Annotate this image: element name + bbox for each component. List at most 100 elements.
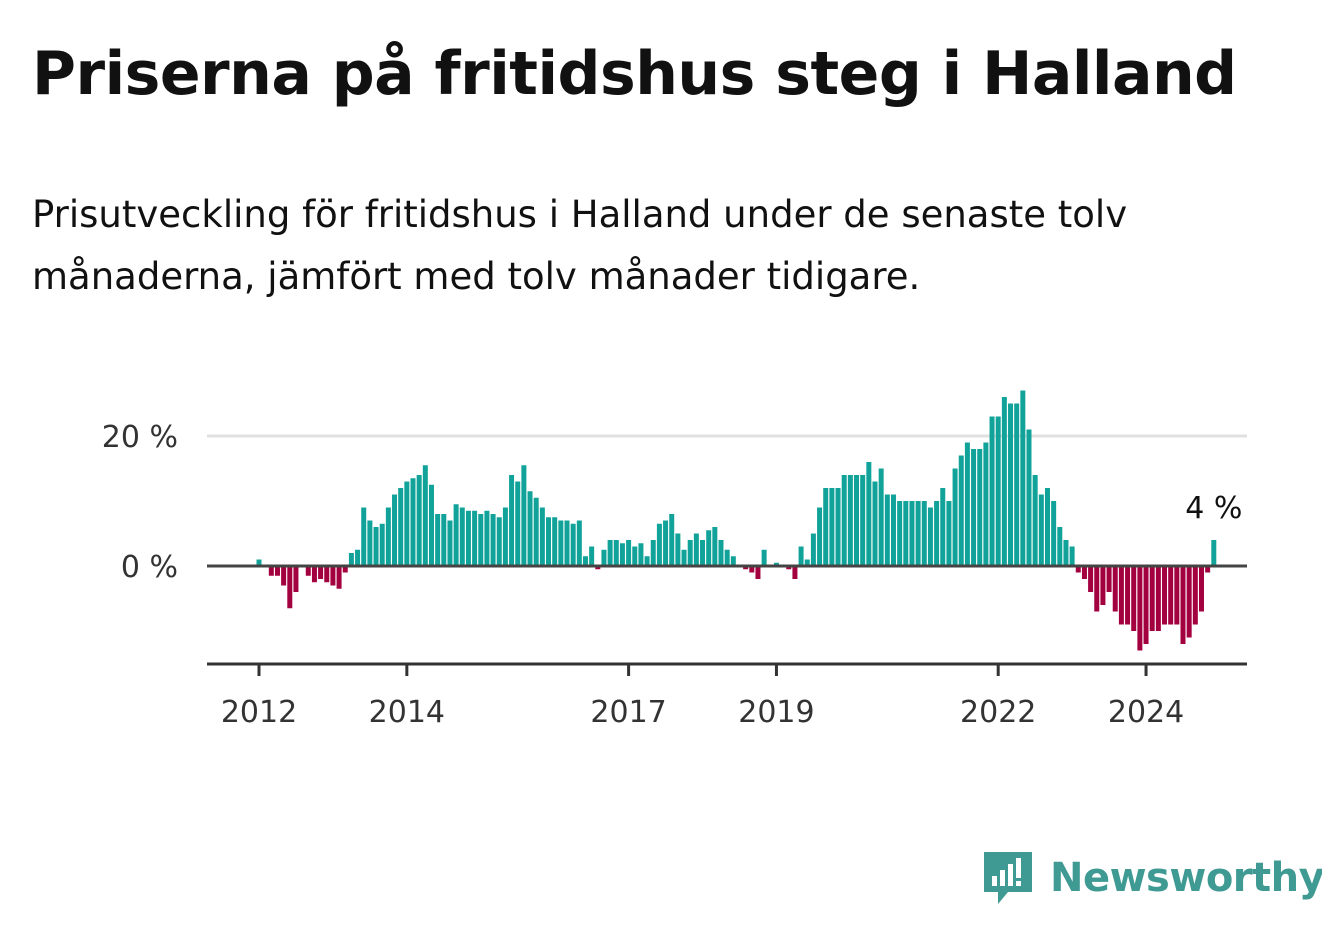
bar	[1088, 566, 1094, 592]
bar	[564, 520, 570, 566]
bar	[601, 549, 607, 566]
bar	[515, 481, 521, 566]
bar	[509, 475, 515, 566]
bar	[428, 484, 434, 566]
bar	[385, 507, 391, 566]
bar	[607, 540, 613, 566]
bar	[379, 523, 385, 566]
bar	[915, 501, 921, 566]
bar	[1020, 390, 1026, 566]
bar	[675, 533, 681, 566]
bar	[841, 475, 847, 566]
bar	[1014, 403, 1020, 566]
bar	[287, 566, 293, 609]
bar	[1112, 566, 1118, 612]
bar	[1149, 566, 1155, 631]
bar	[311, 566, 317, 583]
bar	[989, 416, 995, 566]
bar	[447, 520, 453, 566]
bar	[983, 442, 989, 566]
bar	[1205, 566, 1211, 573]
bar	[995, 416, 1001, 566]
bar	[392, 494, 398, 566]
bar	[552, 517, 558, 566]
bar	[693, 533, 699, 566]
bar	[459, 507, 465, 566]
bar	[786, 566, 792, 570]
bar	[472, 510, 478, 566]
bar	[1001, 397, 1007, 566]
bar	[1174, 566, 1180, 625]
bar	[1038, 494, 1044, 566]
bar	[398, 488, 404, 566]
bar	[810, 533, 816, 566]
bar	[700, 540, 706, 566]
bar	[533, 497, 539, 566]
bar	[890, 494, 896, 566]
bar	[546, 517, 552, 566]
bar	[410, 478, 416, 566]
bar	[804, 559, 810, 566]
bar	[1044, 488, 1050, 566]
x-tick-label: 2012	[221, 695, 297, 730]
bar	[1125, 566, 1131, 625]
bar	[921, 501, 927, 566]
bar	[361, 507, 367, 566]
bar	[521, 465, 527, 566]
last-value-label: 4 %	[1185, 491, 1242, 526]
bar	[1186, 566, 1192, 638]
bar	[1155, 566, 1161, 631]
bar	[1032, 475, 1038, 566]
chart-subtitle: Prisutveckling för fritidshus i Halland …	[32, 193, 1128, 298]
x-tick-label: 2024	[1108, 695, 1184, 730]
bar	[1211, 540, 1217, 566]
bar	[897, 501, 903, 566]
bar	[866, 462, 872, 566]
bar	[305, 566, 311, 576]
x-tick-label: 2022	[960, 695, 1036, 730]
bar	[318, 566, 324, 579]
bar	[1081, 566, 1087, 579]
bar	[1180, 566, 1186, 644]
bar	[484, 510, 490, 566]
bar	[743, 566, 749, 570]
bar	[817, 507, 823, 566]
bar	[281, 566, 287, 586]
bar	[798, 546, 804, 566]
bar	[1131, 566, 1137, 631]
bar	[958, 455, 964, 566]
bar	[656, 523, 662, 566]
bar	[348, 553, 354, 566]
bar	[1057, 527, 1063, 566]
bar	[884, 494, 890, 566]
bar	[496, 517, 502, 566]
bar	[1168, 566, 1174, 625]
bar	[1100, 566, 1106, 605]
bar	[829, 488, 835, 566]
bar	[342, 566, 348, 573]
x-tick-label: 2017	[590, 695, 666, 730]
annotations: 4 %	[1185, 491, 1242, 526]
bar	[274, 566, 280, 576]
bar	[330, 566, 336, 586]
bar	[971, 449, 977, 566]
bar	[626, 540, 632, 566]
bar	[792, 566, 798, 579]
bar	[595, 566, 601, 570]
bar	[952, 468, 958, 566]
bar	[1075, 566, 1081, 573]
bar	[539, 507, 545, 566]
bar	[761, 549, 767, 566]
bar	[847, 475, 853, 566]
bar	[724, 549, 730, 566]
bar	[909, 501, 915, 566]
bar	[453, 504, 459, 566]
bar	[570, 523, 576, 566]
bar	[650, 540, 656, 566]
bar	[441, 514, 447, 566]
bar	[404, 481, 410, 566]
bar	[1137, 566, 1143, 651]
bar	[638, 543, 644, 566]
y-tick-label: 0 %	[121, 550, 178, 585]
newsworthy-logo-text: Newsworthy	[1050, 855, 1322, 901]
